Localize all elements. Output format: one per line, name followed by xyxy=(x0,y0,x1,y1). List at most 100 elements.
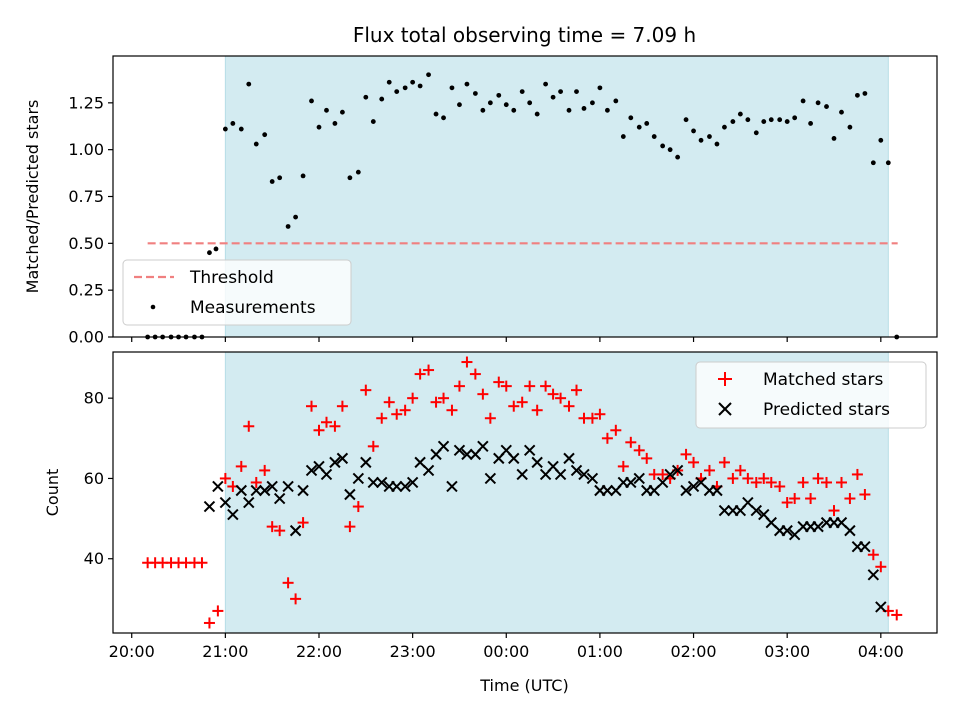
matched-star-point xyxy=(859,489,871,501)
matched-star-point xyxy=(765,476,777,488)
measurement-point xyxy=(472,91,478,96)
measurement-point xyxy=(651,134,657,139)
predicted-star-point xyxy=(289,524,302,537)
matched-star-point xyxy=(259,464,271,476)
ratio-y-tick-label: 0.25 xyxy=(68,281,104,300)
measurement-point xyxy=(543,81,548,87)
matched-star-point xyxy=(407,392,419,404)
measurement-point xyxy=(410,79,416,85)
measurement-point xyxy=(370,119,376,124)
matched-star-point xyxy=(477,388,489,400)
measurement-point xyxy=(597,85,603,91)
measurement-point xyxy=(246,81,252,87)
matched-star-point xyxy=(453,380,465,392)
measurement-point xyxy=(675,154,681,160)
predicted-star-point xyxy=(336,452,349,465)
predicted-star-point xyxy=(867,569,880,581)
measurement-point xyxy=(309,98,314,104)
predicted-stars-points xyxy=(203,440,887,613)
measurement-point xyxy=(714,141,720,147)
measurement-point xyxy=(737,111,743,117)
measurement-point xyxy=(613,98,619,104)
matched-star-point xyxy=(508,400,520,412)
matched-star-point xyxy=(360,384,372,396)
measurement-point xyxy=(847,124,853,130)
matched-star-point xyxy=(430,396,442,408)
predicted-star-point xyxy=(367,476,380,489)
matched-star-point xyxy=(610,424,622,436)
measurement-point xyxy=(792,115,798,121)
predicted-star-point xyxy=(212,480,224,493)
matched-star-point xyxy=(750,476,762,488)
measurement-point xyxy=(550,94,556,100)
count-y-tick-label: 80 xyxy=(84,389,104,408)
matched-star-point xyxy=(290,593,302,605)
measurement-point xyxy=(581,106,587,111)
ratio-y-tick-label: 1.00 xyxy=(68,140,104,159)
matched-star-point xyxy=(633,444,645,456)
matched-star-point xyxy=(625,436,637,448)
count-panel-legend: Matched stars Predicted stars xyxy=(695,361,927,429)
count-panel-frame xyxy=(112,351,938,634)
matched-star-point xyxy=(212,605,224,617)
measurement-point xyxy=(534,111,540,117)
measurement-point xyxy=(815,100,821,106)
measurement-point xyxy=(496,92,502,98)
count-panel-x-ticks: 20:00 21:00 22:00 23:00 00:00 01:00 02:00 03:00… xyxy=(109,633,904,661)
matched-star-point xyxy=(446,404,458,416)
predicted-star-point xyxy=(305,464,318,477)
matched-star-point xyxy=(367,440,379,452)
matched-star-point xyxy=(266,521,278,533)
matched-star-point xyxy=(828,505,840,517)
measurement-point xyxy=(449,85,455,91)
measurement-point xyxy=(644,121,650,126)
matched-star-point xyxy=(414,368,426,380)
matched-star-point xyxy=(797,476,809,488)
predicted-star-point xyxy=(531,456,543,469)
predicted-star-point xyxy=(453,444,466,457)
measurement-point xyxy=(745,117,751,123)
matched-star-point xyxy=(540,380,552,392)
x-tick-label: 01:00 xyxy=(577,642,623,661)
measurement-point xyxy=(753,130,759,136)
measurement-point xyxy=(824,104,829,109)
matched-star-point xyxy=(461,356,473,368)
matched-star-point xyxy=(376,412,388,424)
ratio-y-tick-label: 0.00 xyxy=(68,328,104,347)
matched-star-point xyxy=(524,380,536,392)
matched-star-point xyxy=(531,404,543,416)
matched-star-point xyxy=(835,476,847,488)
predicted-star-point xyxy=(219,496,232,509)
predicted-star-point xyxy=(516,468,528,481)
matched-star-point xyxy=(563,400,575,412)
predicted-star-point xyxy=(391,480,403,493)
predicted-star-point xyxy=(344,488,356,501)
predicted-star-point xyxy=(250,484,262,497)
ratio-panel: 0.00 0.25 0.50 0.75 1.00 1.25 Matched/Predict… xyxy=(23,55,938,347)
predicted-star-point xyxy=(586,472,599,485)
x-tick-label: 23:00 xyxy=(390,642,436,661)
predicted-star-point xyxy=(320,468,333,481)
ratio-panel-y-ticks: 0.00 0.25 0.50 0.75 1.00 1.25 xyxy=(68,93,113,347)
predicted-star-point xyxy=(422,464,435,477)
x-tick-label: 22:00 xyxy=(296,642,342,661)
count-panel-y-axis-label: Count xyxy=(43,469,62,517)
measurement-point xyxy=(730,119,736,124)
matched-star-point xyxy=(774,480,786,492)
matched-star-point xyxy=(594,408,606,420)
ratio-y-tick-label: 1.25 xyxy=(68,93,104,112)
measurement-point xyxy=(660,143,666,149)
matched-star-point xyxy=(867,549,879,561)
measurement-point xyxy=(566,107,572,113)
measurement-point xyxy=(870,160,876,166)
predicted-star-point xyxy=(477,440,489,453)
matched-star-point xyxy=(703,464,715,476)
measurement-points xyxy=(145,72,900,340)
predicted-star-point xyxy=(750,504,762,517)
count-y-tick-label: 40 xyxy=(84,549,104,568)
measurement-point xyxy=(511,107,517,113)
x-tick-label: 03:00 xyxy=(764,642,810,661)
predicted-star-point xyxy=(875,601,887,613)
measurement-point xyxy=(347,175,353,181)
